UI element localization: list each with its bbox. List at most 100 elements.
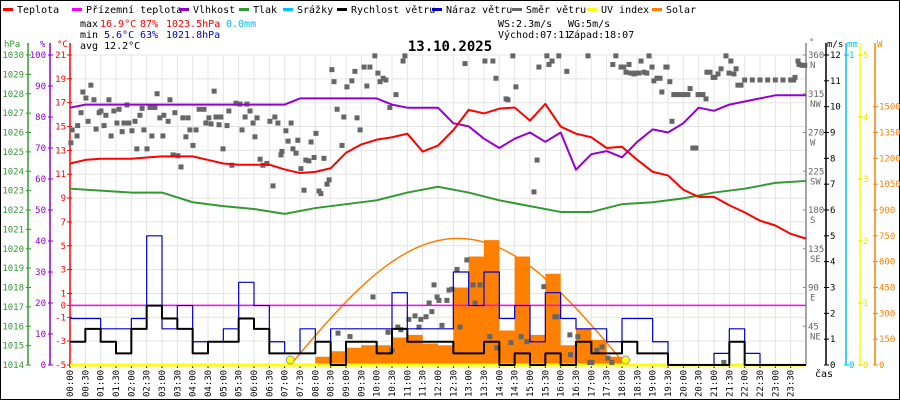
- wind-direction-point: [599, 344, 605, 350]
- direction-tick-label: 45: [808, 322, 819, 332]
- legend-swatch-9: [652, 8, 662, 11]
- wind-direction-point: [285, 138, 291, 144]
- compass-label: SW: [810, 177, 821, 187]
- wind-direction-point: [704, 69, 710, 75]
- wind-direction-point: [347, 334, 353, 340]
- humidity-tick-label: 50: [35, 206, 46, 216]
- wind-direction-point: [470, 282, 476, 288]
- wind-direction-point: [229, 162, 235, 168]
- wind-direction-point: [193, 127, 199, 133]
- wind-direction-point: [426, 300, 432, 306]
- x-tick-label: 09:30: [357, 370, 367, 397]
- x-tick-label: 04:30: [204, 370, 214, 397]
- wind-direction-point: [85, 118, 91, 124]
- x-tick-label: 08:30: [327, 370, 337, 397]
- wind-direction-point: [185, 115, 191, 121]
- sunset: Západ:18:07: [568, 29, 634, 41]
- wind-direction-point: [487, 334, 493, 340]
- wind-direction-point: [196, 106, 202, 112]
- wind-direction-point: [270, 183, 276, 189]
- x-tick-label: 20:00: [679, 370, 689, 397]
- wind-direction-point: [564, 68, 570, 74]
- wind-direction-point: [111, 108, 117, 114]
- wind-direction-point: [91, 97, 97, 103]
- wind-direction-point: [556, 53, 562, 59]
- x-tick-label: 16:00: [557, 370, 567, 397]
- x-tick-label: 16:30: [572, 370, 582, 397]
- uv-tick-label: 5: [863, 51, 868, 61]
- wind-direction-point: [749, 77, 755, 83]
- wind-direction-point: [201, 106, 207, 112]
- axes: hPa% °C1030102910281027102610251024102310…: [2, 38, 900, 397]
- wind-direction-point: [434, 294, 440, 300]
- wind-direction-point: [518, 334, 524, 340]
- wind-direction-point: [585, 53, 591, 59]
- wind-direction-point: [651, 78, 657, 84]
- legend-swatch-8: [587, 8, 597, 11]
- wind-direction-point: [75, 123, 81, 129]
- compass-label: E: [810, 294, 815, 304]
- wind-direction-point: [477, 282, 483, 288]
- wind-direction-point: [687, 86, 693, 92]
- wind-direction-point: [387, 105, 393, 111]
- solar-tick-label: 0: [879, 361, 884, 371]
- wind-direction-point: [644, 70, 650, 76]
- wind-direction-point: [657, 75, 663, 81]
- wind-direction-point: [220, 146, 226, 152]
- wind-direction-point: [449, 286, 455, 292]
- solar-tick-label: 900: [879, 206, 895, 216]
- wind-tick-label: 7: [830, 180, 835, 190]
- temperature-tick-label: 0: [61, 301, 66, 311]
- wind-tick-label: 6: [830, 206, 835, 216]
- wind-direction-point: [311, 154, 317, 160]
- wind-direction-point: [331, 79, 337, 85]
- x-tick-label: 00:30: [81, 370, 91, 397]
- wind-direction-point: [257, 156, 263, 162]
- wind-direction-point: [490, 58, 496, 64]
- legend-swatch-0: [3, 8, 13, 11]
- sunrise: Východ:07:11: [498, 29, 570, 41]
- x-tick-label: 17:00: [587, 370, 597, 397]
- x-tick-label: 07:00: [281, 370, 291, 397]
- wind-direction-point: [703, 96, 709, 102]
- x-tick-label: 03:30: [173, 370, 183, 397]
- x-tick-label: 01:00: [97, 370, 107, 397]
- pressure-tick-label: 1020: [2, 245, 24, 255]
- wind-direction-point: [132, 118, 138, 124]
- wind-direction-point: [664, 64, 670, 70]
- x-tick-label: 21:00: [710, 370, 720, 397]
- wind-direction-point: [735, 82, 741, 88]
- wind-tick-label: 2: [830, 309, 835, 319]
- humidity-tick-label: 30: [35, 268, 46, 278]
- wind-direction-point: [288, 120, 294, 126]
- x-tick-label: 05:00: [219, 370, 229, 397]
- wind-direction-point: [187, 127, 193, 133]
- wind-direction-point: [149, 133, 155, 139]
- wind-direction-point: [544, 53, 550, 59]
- direction-axis-unit: °: [809, 38, 814, 48]
- wind-direction-point: [242, 114, 248, 120]
- wind-direction-point: [375, 70, 381, 76]
- wind-tick-label: 3: [830, 284, 835, 294]
- pressure-line: [69, 179, 807, 215]
- x-tick-label: 08:00: [311, 370, 321, 397]
- wind-direction-point: [293, 150, 299, 156]
- wind-direction-point: [344, 84, 350, 90]
- pressure-tick-label: 1025: [2, 148, 24, 158]
- solar-tick-label: 1500: [879, 103, 900, 113]
- wind-direction-point: [278, 152, 284, 158]
- pressure-tick-label: 1030: [2, 51, 24, 61]
- wind-direction-point: [134, 146, 140, 152]
- wind-direction-point: [454, 266, 460, 272]
- x-tick-label: 13:30: [480, 370, 490, 397]
- legend-item-label: Přízemní teplota: [86, 4, 182, 16]
- wind-direction-point: [589, 359, 595, 365]
- wind-direction-point: [685, 92, 691, 98]
- wind-direction-point: [541, 284, 547, 290]
- wind-tick-label: 9: [830, 129, 835, 139]
- direction-tick-label: 315: [808, 90, 824, 100]
- wind-direction-point: [303, 157, 309, 163]
- wind-tick-label: 8: [830, 154, 835, 164]
- legend-item-label: Teplota: [17, 5, 59, 16]
- max-temp: 16.9°C: [100, 19, 136, 30]
